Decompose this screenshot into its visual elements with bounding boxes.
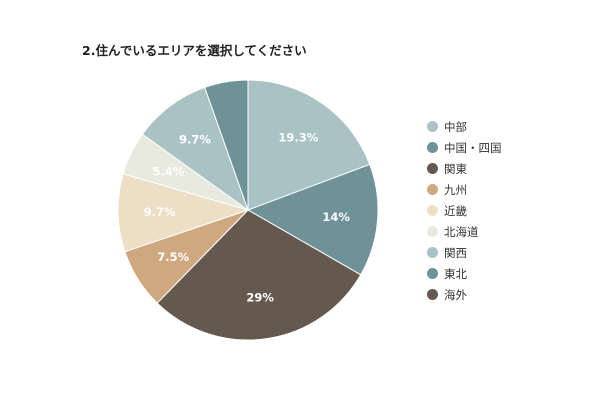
legend-label: 東北 <box>444 266 467 281</box>
pie-slice-6 <box>141 86 250 212</box>
legend-label: 北海道 <box>444 224 479 239</box>
legend-item-7[interactable]: 東北 <box>427 263 502 284</box>
legend-swatch <box>427 121 438 132</box>
legend-swatch <box>427 163 438 174</box>
slice-data-label-0: 19.3% <box>278 130 318 144</box>
chart-title: 2.住んでいるエリアを選択してください <box>82 43 307 58</box>
legend-swatch <box>427 184 438 195</box>
legend-swatch <box>427 289 438 300</box>
pie-slice-4 <box>117 173 250 253</box>
pie-slice-0 <box>247 79 371 211</box>
legend-swatch <box>427 205 438 216</box>
legend-swatch <box>427 268 438 279</box>
legend-label: 中部 <box>444 119 467 134</box>
legend-label: 九州 <box>444 182 467 197</box>
legend-label: 関西 <box>444 245 467 260</box>
legend-item-0[interactable]: 中部 <box>427 116 502 137</box>
slice-data-label-5: 5.4% <box>153 164 185 178</box>
legend-label: 海外 <box>444 287 467 302</box>
legend-label: 近畿 <box>444 203 467 218</box>
legend-item-2[interactable]: 関東 <box>427 158 502 179</box>
pie-slice-7 <box>204 79 249 211</box>
pie-slice-1 <box>246 163 379 276</box>
legend-item-5[interactable]: 北海道 <box>427 221 502 242</box>
legend-item-4[interactable]: 近畿 <box>427 200 502 221</box>
slice-data-label-1: 14% <box>322 210 350 224</box>
legend-swatch <box>427 247 438 258</box>
legend-item-8[interactable]: 海外 <box>427 284 502 305</box>
slice-data-label-6: 9.7% <box>179 132 211 146</box>
legend-item-1[interactable]: 中国・四国 <box>427 137 502 158</box>
slice-data-label-2: 29% <box>246 291 274 305</box>
legend-item-6[interactable]: 関西 <box>427 242 502 263</box>
slice-data-label-4: 9.7% <box>144 205 176 219</box>
slice-data-label-3: 7.5% <box>157 250 189 264</box>
legend-swatch <box>427 226 438 237</box>
chart-legend: 中部中国・四国関東九州近畿北海道関西東北海外 <box>427 116 502 305</box>
pie-slice-2 <box>156 209 362 341</box>
legend-swatch <box>427 142 438 153</box>
legend-item-3[interactable]: 九州 <box>427 179 502 200</box>
legend-label: 関東 <box>444 161 467 176</box>
legend-label: 中国・四国 <box>444 140 502 155</box>
